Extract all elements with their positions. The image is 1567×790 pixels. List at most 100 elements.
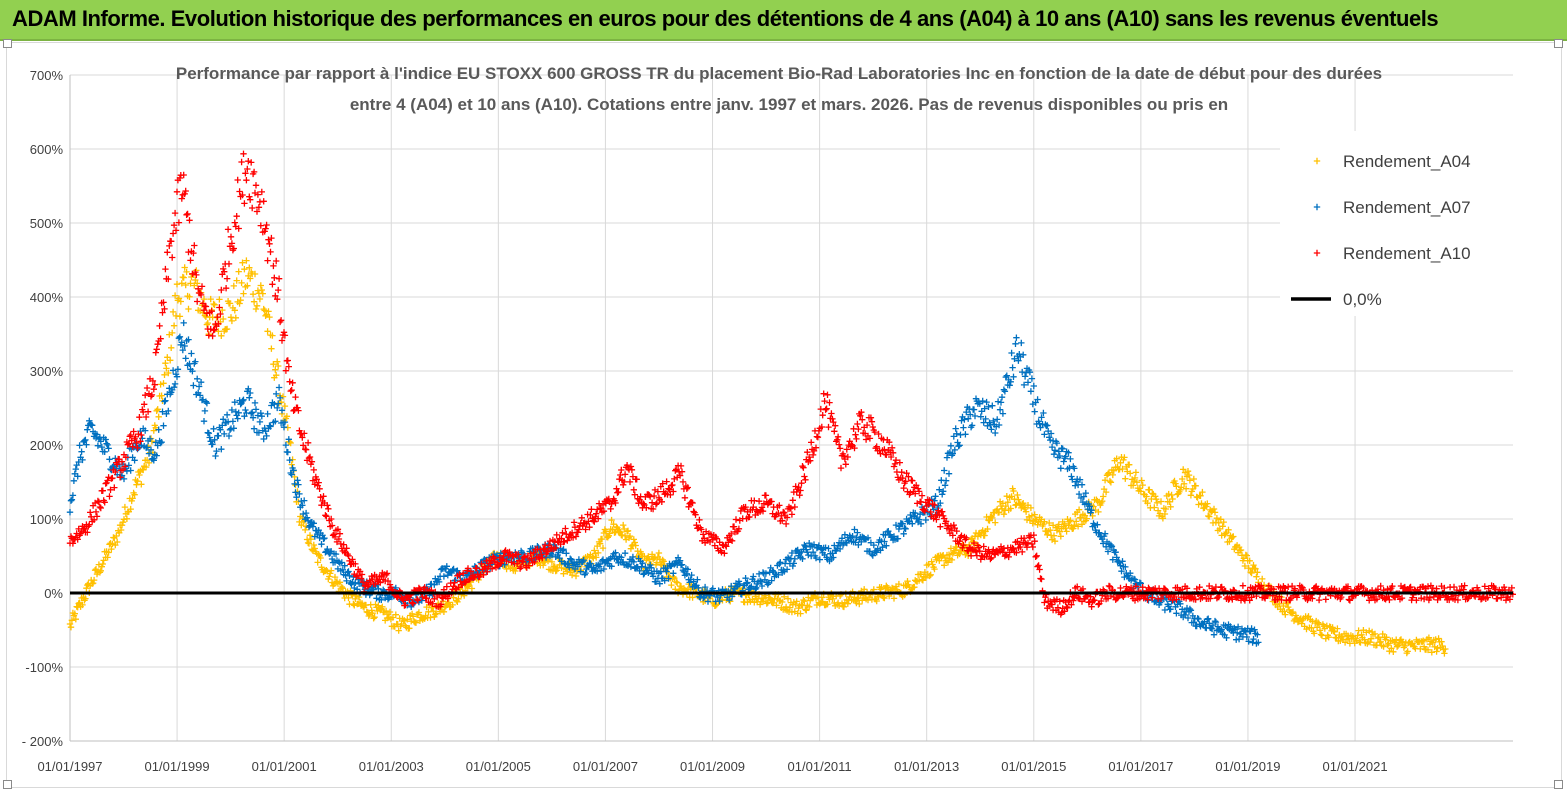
point-rendement-a04 [240,290,247,297]
point-rendement-a04 [855,594,862,602]
point-rendement-a04 [945,551,953,558]
resize-handle-top-right[interactable] [1554,39,1563,48]
point-rendement-a04 [168,344,175,351]
point-rendement-a10 [1070,597,1077,604]
point-rendement-a10 [1218,583,1225,591]
point-rendement-a10 [386,581,394,588]
point-rendement-a07 [942,477,950,484]
point-rendement-a10 [1315,596,1323,604]
point-rendement-a07 [941,482,949,489]
point-rendement-a10 [277,317,285,324]
point-rendement-a10 [1029,543,1036,551]
point-rendement-a07 [816,556,823,563]
resize-handle-top-left[interactable] [3,39,12,48]
y-tick-label: -100% [25,660,63,675]
point-rendement-a04 [1107,479,1115,486]
point-rendement-a10 [799,463,806,470]
point-rendement-a04 [1010,487,1017,495]
point-rendement-a04 [853,599,860,607]
point-rendement-a04 [216,296,223,303]
point-rendement-a10 [460,570,467,577]
point-rendement-a10 [933,516,940,523]
point-rendement-a04 [155,413,162,420]
point-rendement-a07 [428,580,435,588]
point-rendement-a04 [895,580,903,588]
point-rendement-a10 [1437,594,1444,601]
point-rendement-a10 [498,557,505,564]
point-rendement-a04 [1289,608,1297,616]
point-rendement-a04 [251,270,259,278]
point-rendement-a10 [681,494,689,501]
point-rendement-a04 [668,581,675,589]
point-rendement-a10 [572,533,580,540]
point-rendement-a07 [822,544,829,551]
point-rendement-a10 [169,254,176,261]
point-rendement-a10 [1338,593,1345,601]
resize-handle-bottom-left[interactable] [3,780,12,789]
point-rendement-a10 [921,508,929,515]
point-rendement-a07 [695,584,702,591]
y-tick-label: - 200% [22,734,64,749]
point-rendement-a04 [1367,635,1375,642]
point-rendement-a04 [160,380,167,387]
point-rendement-a04 [311,545,318,552]
point-rendement-a04 [645,553,652,560]
point-rendement-a10 [235,225,242,232]
point-rendement-a10 [732,516,740,523]
point-rendement-a07 [176,333,184,340]
point-rendement-a10 [274,296,281,303]
point-rendement-a04 [673,578,680,586]
point-rendement-a07 [788,549,796,557]
point-rendement-a04 [277,399,285,406]
point-rendement-a10 [301,430,308,437]
point-rendement-a04 [327,570,334,577]
point-rendement-a04 [129,495,136,502]
point-rendement-a07 [953,430,960,437]
point-rendement-a04 [464,583,472,590]
point-rendement-a04 [798,601,805,608]
point-rendement-a04 [1285,603,1292,611]
point-rendement-a10 [579,522,586,530]
point-rendement-a07 [742,575,749,582]
point-rendement-a07 [155,426,162,433]
point-rendement-a04 [1197,492,1204,499]
point-rendement-a04 [1104,470,1112,477]
point-rendement-a10 [218,286,225,294]
point-rendement-a10 [151,381,158,388]
point-rendement-a07 [252,406,260,413]
point-rendement-a07 [211,436,218,443]
point-rendement-a10 [1398,594,1406,602]
resize-handle-bottom-right[interactable] [1554,780,1563,789]
point-rendement-a10 [600,508,608,515]
point-rendement-a10 [899,474,906,482]
point-rendement-a04 [631,539,638,546]
point-rendement-a04 [90,576,98,584]
point-rendement-a04 [512,567,519,575]
point-rendement-a10 [802,476,809,483]
point-rendement-a10 [116,474,124,481]
point-rendement-a10 [164,249,171,256]
point-rendement-a04 [844,600,851,607]
point-rendement-a10 [789,497,796,504]
point-rendement-a07 [1047,436,1054,444]
point-rendement-a04 [1433,648,1440,655]
point-rendement-a10 [480,571,487,578]
point-rendement-a04 [252,305,260,313]
point-rendement-a07 [1145,597,1152,604]
point-rendement-a10 [672,467,679,474]
point-rendement-a07 [1012,340,1019,347]
point-rendement-a07 [744,579,751,586]
point-rendement-a10 [528,555,535,562]
point-rendement-a10 [467,568,475,575]
point-rendement-a04 [173,281,181,288]
point-rendement-a04 [154,406,161,413]
point-rendement-a04 [169,329,176,337]
point-rendement-a10 [593,510,600,517]
point-rendement-a04 [351,602,358,609]
point-rendement-a07 [630,558,637,566]
point-rendement-a04 [232,314,239,321]
point-rendement-a07 [98,443,105,451]
point-rendement-a04 [558,564,565,572]
point-rendement-a07 [378,596,385,603]
point-rendement-a07 [1065,449,1072,456]
